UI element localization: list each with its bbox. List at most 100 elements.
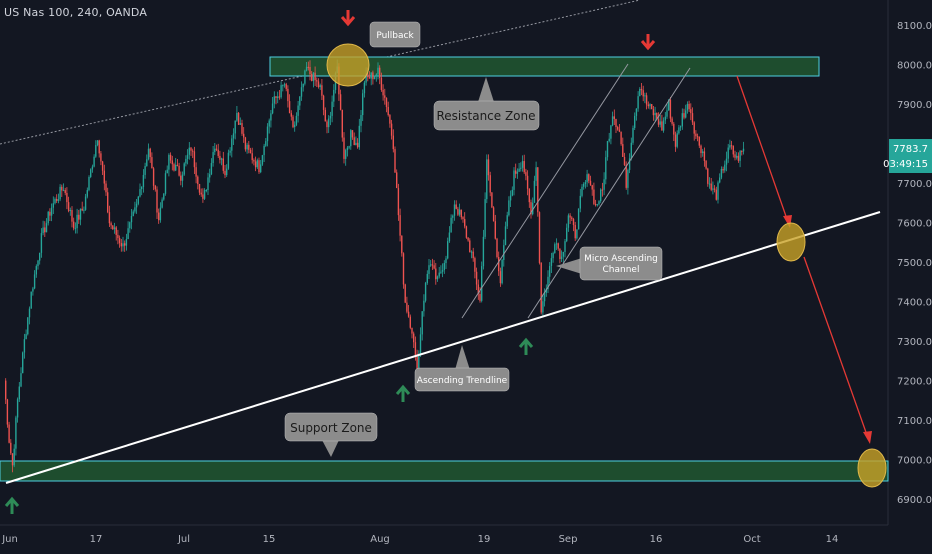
candle-body (50, 207, 53, 216)
candle-body (712, 188, 714, 190)
candle-body (299, 96, 301, 106)
candle-body (166, 169, 168, 174)
candle-body (535, 167, 537, 181)
forecast-line-2[interactable] (803, 256, 869, 439)
candle-body (407, 311, 410, 317)
candle-body (115, 227, 117, 235)
candle-body (144, 166, 146, 175)
candle-body (649, 104, 651, 107)
candle-body (543, 292, 546, 302)
candle-body (414, 342, 417, 357)
candle-body (350, 130, 352, 147)
candle-body (5, 380, 7, 400)
candle-body (263, 145, 265, 156)
candle-body (722, 169, 724, 171)
candle-body (217, 149, 219, 156)
pullback-callout[interactable]: Pullback (369, 21, 421, 48)
candle-body (295, 115, 298, 125)
candle-body (265, 141, 267, 146)
price-axis[interactable]: 6900.0 7000.0 7100.0 7200.0 7300.0 7400.0 7500… (897, 21, 932, 506)
candle-body (486, 159, 488, 200)
time-tick-label: Oct (743, 534, 760, 545)
candle-body (309, 67, 311, 75)
resistance-label: Resistance Zone (436, 109, 535, 123)
candle-body (66, 192, 68, 203)
candle-body (118, 238, 121, 244)
candle-body (686, 103, 689, 111)
candle-body (392, 135, 394, 150)
candle-body (489, 175, 491, 193)
candle-body (210, 163, 213, 175)
resistance-zone[interactable] (269, 56, 820, 77)
support-callout[interactable]: Support Zone (284, 412, 378, 457)
trendline-target-circle[interactable] (776, 222, 806, 262)
support-zone[interactable] (0, 460, 889, 482)
candle-body (698, 136, 700, 146)
candle-body (81, 208, 83, 211)
candle-body (302, 83, 304, 88)
candle-body (436, 276, 439, 280)
candle-body (207, 177, 209, 191)
candle-body (175, 164, 177, 171)
trendline-callout[interactable]: Ascending Trendline (414, 345, 510, 392)
ascending-trendline[interactable] (5, 211, 881, 484)
candle-body (460, 209, 462, 218)
candle-body (108, 212, 111, 224)
candle-body (363, 82, 366, 94)
candle-body (513, 170, 515, 190)
candle-body (351, 130, 354, 138)
candle-body (438, 272, 440, 277)
candle-body (28, 308, 31, 318)
candle-body (209, 174, 211, 178)
candle-body (487, 159, 490, 176)
candle-body (321, 85, 323, 96)
candle-body (457, 208, 459, 215)
candle-body (441, 270, 444, 272)
candle-body (634, 115, 636, 128)
candle-body (474, 258, 476, 272)
up-arrow-icon (395, 384, 411, 402)
channel-callout[interactable]: Micro Ascending Channel (556, 246, 663, 281)
candle-body (659, 121, 661, 125)
channel-label-line-1: Micro Ascending (584, 254, 658, 264)
candle-body (725, 158, 728, 165)
candle-body (557, 243, 559, 249)
support-target-circle[interactable] (857, 448, 887, 488)
candle-body (719, 177, 721, 183)
candle-body (637, 96, 639, 109)
candle-body (491, 192, 493, 208)
channel-lower-line[interactable] (527, 67, 691, 319)
candle-body (630, 142, 632, 159)
candle-body (254, 161, 257, 168)
candle-body (280, 85, 282, 98)
forecast-line-1[interactable] (736, 75, 789, 223)
candle-body (312, 72, 315, 81)
candle-body (596, 204, 598, 206)
candle-body (736, 155, 738, 158)
candle-body (231, 138, 233, 151)
candle-body (734, 154, 736, 158)
candle-body (183, 163, 185, 175)
candle-body (101, 161, 104, 171)
time-axis[interactable]: Jun 17 Jul 15 Aug 19 Sep 16 Oct 14 (1, 534, 838, 545)
candle-body (387, 106, 389, 116)
candle-body (406, 302, 408, 312)
pullback-circle[interactable] (326, 43, 370, 87)
resistance-callout[interactable]: Resistance Zone (433, 77, 540, 131)
candle-body (159, 207, 162, 221)
candle-body (656, 113, 658, 120)
candle-body (39, 252, 41, 261)
candle-body (482, 236, 485, 267)
channel-upper-line[interactable] (461, 63, 629, 319)
candle-body (671, 118, 673, 124)
candle-body (523, 161, 525, 173)
candle-body (290, 113, 292, 117)
candle-body (370, 72, 372, 79)
candle-body (462, 217, 464, 220)
candle-body (333, 89, 335, 102)
candle-body (475, 271, 478, 285)
candle-body (540, 262, 542, 313)
candle-body (657, 119, 660, 125)
